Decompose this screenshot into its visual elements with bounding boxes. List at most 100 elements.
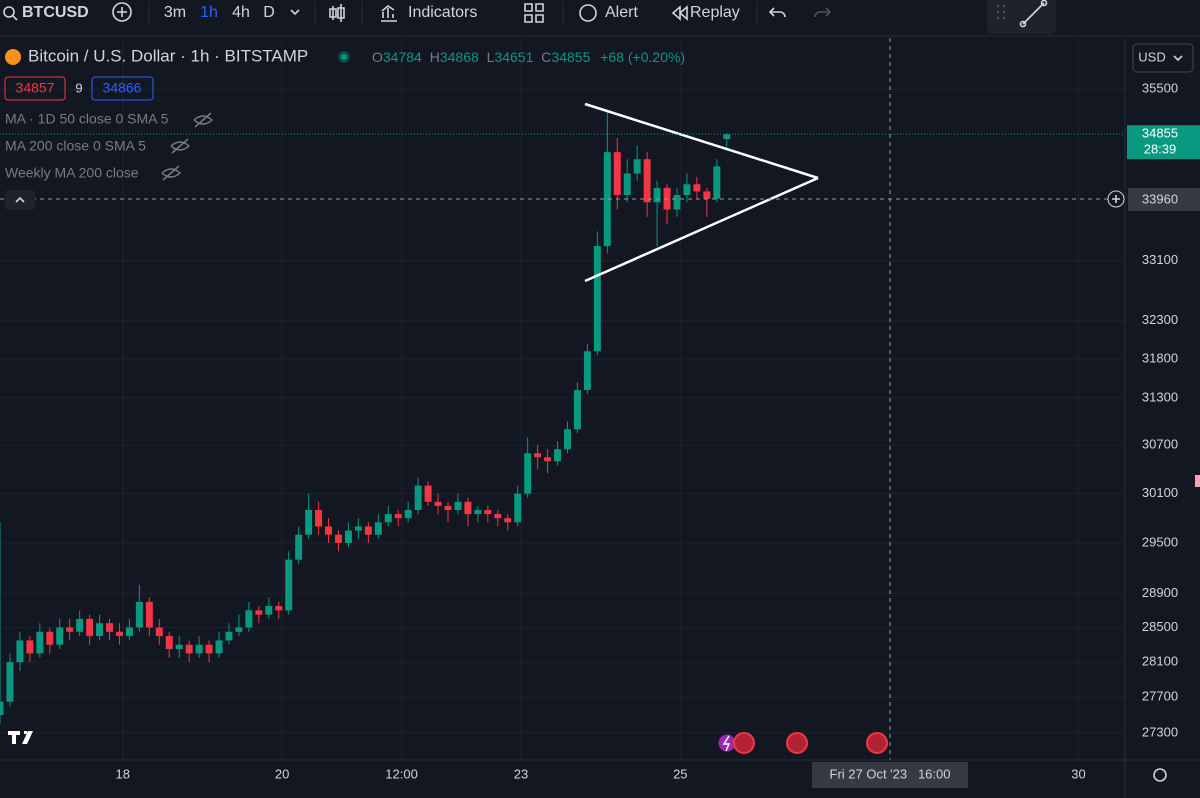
candle-body xyxy=(484,509,492,515)
trend-line-tool xyxy=(1019,20,1027,28)
replay-button[interactable]: Replay xyxy=(690,4,740,21)
candle-body xyxy=(424,485,432,502)
candle-body xyxy=(494,514,502,519)
ohlc-label: H xyxy=(430,49,440,65)
settings-icon[interactable] xyxy=(1153,768,1167,782)
candle-body xyxy=(344,530,352,543)
crosshair-price-box xyxy=(1128,188,1200,211)
candle-body xyxy=(554,449,562,462)
ohlc: O34784 H34868 L34651 C34855 +68 (+0.20%) xyxy=(372,49,685,65)
redo-icon[interactable] xyxy=(814,7,832,18)
layout-icon[interactable] xyxy=(524,3,544,23)
trend-line-tool xyxy=(1040,0,1048,7)
event-icon[interactable] xyxy=(786,732,808,754)
candle-body xyxy=(135,601,143,628)
bid[interactable]: 34857 xyxy=(16,80,55,96)
candle-body xyxy=(155,627,163,637)
candle-body xyxy=(643,159,651,203)
sell-box[interactable] xyxy=(4,76,66,101)
y-tick-label: 35500 xyxy=(1142,81,1178,96)
y-tick-label: 28900 xyxy=(1142,585,1178,600)
last-price: 34855 xyxy=(1142,126,1178,141)
ohlc-value: 34784 xyxy=(383,49,422,65)
trend-line[interactable] xyxy=(584,176,819,283)
ohlc-value: 34868 xyxy=(440,49,479,65)
marker xyxy=(1195,475,1200,487)
alert-button[interactable]: Alert xyxy=(605,4,638,21)
y-tick-label: 28100 xyxy=(1142,654,1178,669)
candle-body xyxy=(444,505,452,510)
candle-body xyxy=(534,453,542,458)
candle-body xyxy=(723,134,731,140)
ohlc-label: C xyxy=(541,49,551,65)
crosshair-price: 33960 xyxy=(1142,191,1178,206)
indicators-button[interactable]: Indicators xyxy=(408,4,477,21)
trend-line[interactable] xyxy=(584,102,819,180)
candle-body xyxy=(46,631,54,645)
compare-button[interactable] xyxy=(112,2,132,22)
interval[interactable]: 4h xyxy=(232,4,250,21)
candle-body xyxy=(603,152,611,247)
indicator[interactable]: Weekly MA 200 close xyxy=(5,165,139,181)
indicator[interactable]: MA 200 close 0 SMA 5 xyxy=(5,138,146,154)
triangle-drawing[interactable] xyxy=(584,102,819,283)
interval[interactable]: 3m xyxy=(164,4,186,21)
y-tick-label: 33100 xyxy=(1142,252,1178,267)
ask[interactable]: 34866 xyxy=(103,80,142,96)
candle-body xyxy=(36,631,44,654)
buy-box[interactable] xyxy=(91,76,154,101)
indicator[interactable]: MA · 1D 50 close 0 SMA 5 xyxy=(5,111,169,127)
candle-body xyxy=(315,509,323,527)
event-icon[interactable] xyxy=(733,732,755,754)
chevron-icon xyxy=(15,196,25,203)
ohlc-label: O xyxy=(372,49,383,65)
candle-body xyxy=(693,184,701,192)
hidden-icon[interactable] xyxy=(170,138,191,154)
candle-body xyxy=(573,390,581,430)
lightning-icon xyxy=(722,735,731,752)
candle-body xyxy=(195,644,203,654)
candle-body xyxy=(275,606,283,611)
candle-body xyxy=(374,522,382,535)
change: +68 (+0.20%) xyxy=(600,49,685,65)
y-tick-label: 31300 xyxy=(1142,389,1178,404)
tradingview-logo xyxy=(8,731,33,744)
ohlc-label: L xyxy=(487,49,495,65)
countdown: 28:39 xyxy=(1144,142,1177,157)
event-icon[interactable] xyxy=(866,732,888,754)
hidden-icon[interactable] xyxy=(193,112,214,128)
ohlc-value: 34651 xyxy=(494,49,533,65)
candle-body xyxy=(96,623,104,637)
currency-button[interactable] xyxy=(1132,43,1194,73)
drag-handle[interactable] xyxy=(997,5,1005,19)
chart-type-icon[interactable] xyxy=(329,4,345,22)
candle-body xyxy=(633,159,641,174)
x-tick-label: 12:00 xyxy=(385,766,418,781)
candle-body xyxy=(504,518,512,523)
collapse-button[interactable] xyxy=(5,190,35,210)
candle-body xyxy=(364,526,372,535)
trend-line-tool[interactable] xyxy=(1022,2,1045,25)
market-status xyxy=(341,54,347,60)
candle-body xyxy=(175,644,183,650)
grid xyxy=(0,38,1125,760)
symbol[interactable]: BTCUSD xyxy=(22,4,89,21)
x-tick-label: 20 xyxy=(275,766,289,781)
interval[interactable]: D xyxy=(263,4,275,21)
candle-body xyxy=(76,618,84,632)
candle-body xyxy=(563,429,571,450)
candle-body xyxy=(454,501,462,510)
undo-icon[interactable] xyxy=(768,7,786,18)
y-tick-label: 27700 xyxy=(1142,689,1178,704)
hidden-icon[interactable] xyxy=(161,165,182,181)
search-icon xyxy=(12,15,18,21)
currency[interactable]: USD xyxy=(1138,49,1165,64)
candle-body xyxy=(414,485,422,510)
candle-body xyxy=(86,618,94,637)
chevron-icon[interactable] xyxy=(290,9,300,16)
interval-active[interactable]: 1h xyxy=(200,4,218,21)
candle-body xyxy=(524,453,532,494)
candle-body xyxy=(125,627,133,637)
candle-body xyxy=(593,246,601,352)
